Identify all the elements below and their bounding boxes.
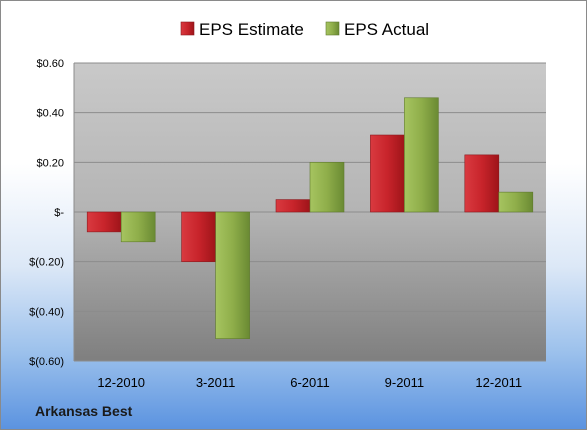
y-axis-ticks: $0.60 $0.40 $0.20 $- $(0.20) $(0.40) $(0.60) xyxy=(29,58,64,368)
bars xyxy=(86,97,534,339)
y-tick-label: $0.40 xyxy=(36,108,64,120)
x-tick-label: 3-2011 xyxy=(196,375,236,390)
legend-label: EPS Estimate xyxy=(199,20,304,39)
bar-eps-actual xyxy=(120,211,156,243)
legend-swatch xyxy=(180,21,195,36)
bar-eps-actual xyxy=(309,162,345,213)
y-tick-label: $(0.20) xyxy=(29,257,64,269)
legend-swatch xyxy=(325,21,340,36)
bar-eps-estimate xyxy=(275,199,311,213)
legend: EPS Estimate EPS Actual xyxy=(180,20,429,39)
y-tick-label: $0.20 xyxy=(36,157,64,169)
x-tick-label: 6-2011 xyxy=(290,375,330,390)
bar-eps-estimate xyxy=(370,134,405,213)
y-tick-label: $(0.60) xyxy=(29,356,64,368)
y-tick-label: $- xyxy=(54,207,64,219)
bar-eps-actual xyxy=(498,191,534,213)
x-tick-label: 12-2010 xyxy=(97,375,145,390)
company-label: Arkansas Best xyxy=(35,403,133,419)
bar-eps-actual xyxy=(215,211,250,339)
legend-label: EPS Actual xyxy=(344,20,429,39)
x-tick-label: 12-2011 xyxy=(475,375,522,390)
y-tick-label: $0.60 xyxy=(36,58,64,70)
bar-eps-estimate xyxy=(181,211,216,262)
x-axis-ticks: 12-2010 3-2011 6-2011 9-2011 12-2011 xyxy=(97,375,522,390)
bar-eps-estimate xyxy=(464,154,500,213)
y-tick-label: $(0.40) xyxy=(29,306,64,318)
bar-eps-actual xyxy=(404,97,439,213)
bar-eps-estimate xyxy=(86,211,122,233)
x-tick-label: 9-2011 xyxy=(385,375,425,390)
